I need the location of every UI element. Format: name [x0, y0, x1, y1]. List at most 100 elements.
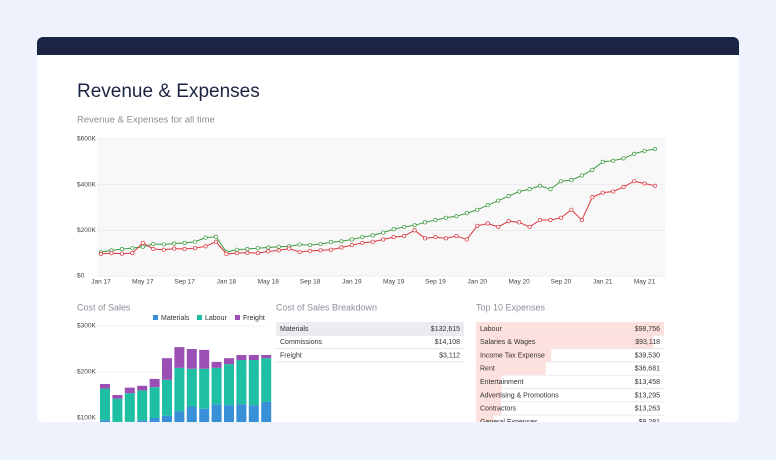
point: [255, 246, 260, 251]
point: [308, 248, 313, 253]
point: [349, 243, 354, 248]
expense-bar: [476, 348, 552, 362]
point: [475, 223, 480, 228]
point: [496, 224, 501, 229]
point: [234, 247, 239, 252]
bar-segment: [100, 420, 110, 422]
bar-segment: [162, 358, 172, 380]
bar-segment: [186, 406, 197, 422]
point: [537, 218, 543, 223]
point: [328, 247, 334, 252]
point: [172, 241, 177, 246]
point: [339, 239, 344, 244]
row-label: Entertainment: [480, 379, 524, 386]
point: [579, 218, 584, 223]
point: [537, 183, 543, 188]
bar-segment: [174, 347, 185, 368]
x-tick-label: Sep 18: [300, 279, 321, 286]
point: [600, 190, 605, 195]
expense-bar: [476, 361, 546, 376]
point: [255, 251, 260, 256]
legend-label: Freight: [243, 315, 265, 322]
point: [506, 194, 511, 199]
bar-segment: [137, 420, 148, 422]
point: [590, 167, 595, 172]
point: [548, 218, 553, 223]
card: Revenue & Expenses Revenue & Expenses fo…: [37, 37, 739, 426]
y-tick-label: $300K: [77, 323, 96, 330]
point: [464, 211, 469, 216]
chart-title: Cost of Sales: [77, 302, 131, 312]
x-tick-label: Jan 21: [593, 279, 613, 286]
point: [600, 159, 605, 164]
bar-segment: [186, 349, 197, 369]
x-tick-label: May 21: [634, 279, 656, 286]
bar-segment: [162, 379, 172, 416]
point: [172, 246, 177, 251]
point: [527, 187, 532, 192]
bar-segment: [149, 418, 160, 422]
row-label: Salaries & Wages: [480, 339, 536, 346]
row-value: $3,112: [439, 352, 460, 359]
row-value: $9,281: [639, 419, 661, 426]
row-value: $98,756: [635, 326, 660, 333]
row-label: Advertising & Promotions: [480, 392, 559, 399]
bar-segment: [236, 404, 247, 422]
bar-segment: [224, 364, 234, 406]
bar-segment: [124, 393, 135, 422]
point: [297, 249, 302, 255]
point: [527, 224, 532, 229]
point: [360, 235, 365, 240]
row-value: $132,615: [431, 326, 460, 333]
row-label: Labour: [480, 326, 502, 333]
point: [276, 248, 281, 253]
legend-label: Materials: [161, 315, 190, 322]
bar-segment: [224, 405, 234, 422]
bar-segment: [224, 358, 234, 365]
row-value: $13,295: [635, 392, 660, 399]
point: [548, 187, 553, 192]
legend-swatch: [235, 315, 240, 320]
row-label: Contractors: [480, 406, 517, 413]
bar-segment: [124, 421, 135, 422]
y-tick-label: $100K: [77, 415, 96, 422]
point: [506, 219, 511, 224]
bar-segment: [248, 360, 259, 406]
row-label: General Expenses: [480, 419, 538, 426]
x-tick-label: Sep 17: [174, 279, 195, 286]
y-tick-label: $400K: [77, 181, 96, 188]
bar-segment: [211, 404, 222, 422]
point: [412, 223, 417, 228]
page-title: Revenue & Expenses: [77, 81, 260, 102]
point: [370, 233, 375, 238]
point: [140, 244, 145, 249]
legend-swatch: [197, 315, 202, 320]
top-bar: [37, 37, 739, 55]
point: [642, 181, 647, 186]
expense-bar: [476, 335, 654, 349]
point: [391, 227, 396, 232]
point: [151, 247, 156, 252]
point: [182, 247, 187, 252]
point: [611, 158, 616, 163]
x-tick-label: May 17: [132, 279, 154, 286]
point: [349, 237, 354, 242]
row-highlight: [276, 322, 464, 336]
bar-segment: [199, 368, 210, 409]
point: [193, 246, 198, 251]
point: [517, 189, 522, 194]
point: [140, 240, 145, 245]
point: [276, 244, 281, 249]
point: [590, 195, 595, 200]
point: [569, 207, 574, 212]
bar-segment: [149, 378, 160, 388]
point: [381, 237, 386, 242]
point: [402, 224, 407, 229]
expense-bar: [476, 322, 664, 336]
point: [297, 242, 302, 247]
x-tick-label: Jan 20: [468, 279, 488, 286]
point: [328, 240, 334, 245]
point: [579, 173, 584, 178]
y-tick-label: $0: [77, 273, 85, 280]
bar-segment: [186, 368, 197, 407]
